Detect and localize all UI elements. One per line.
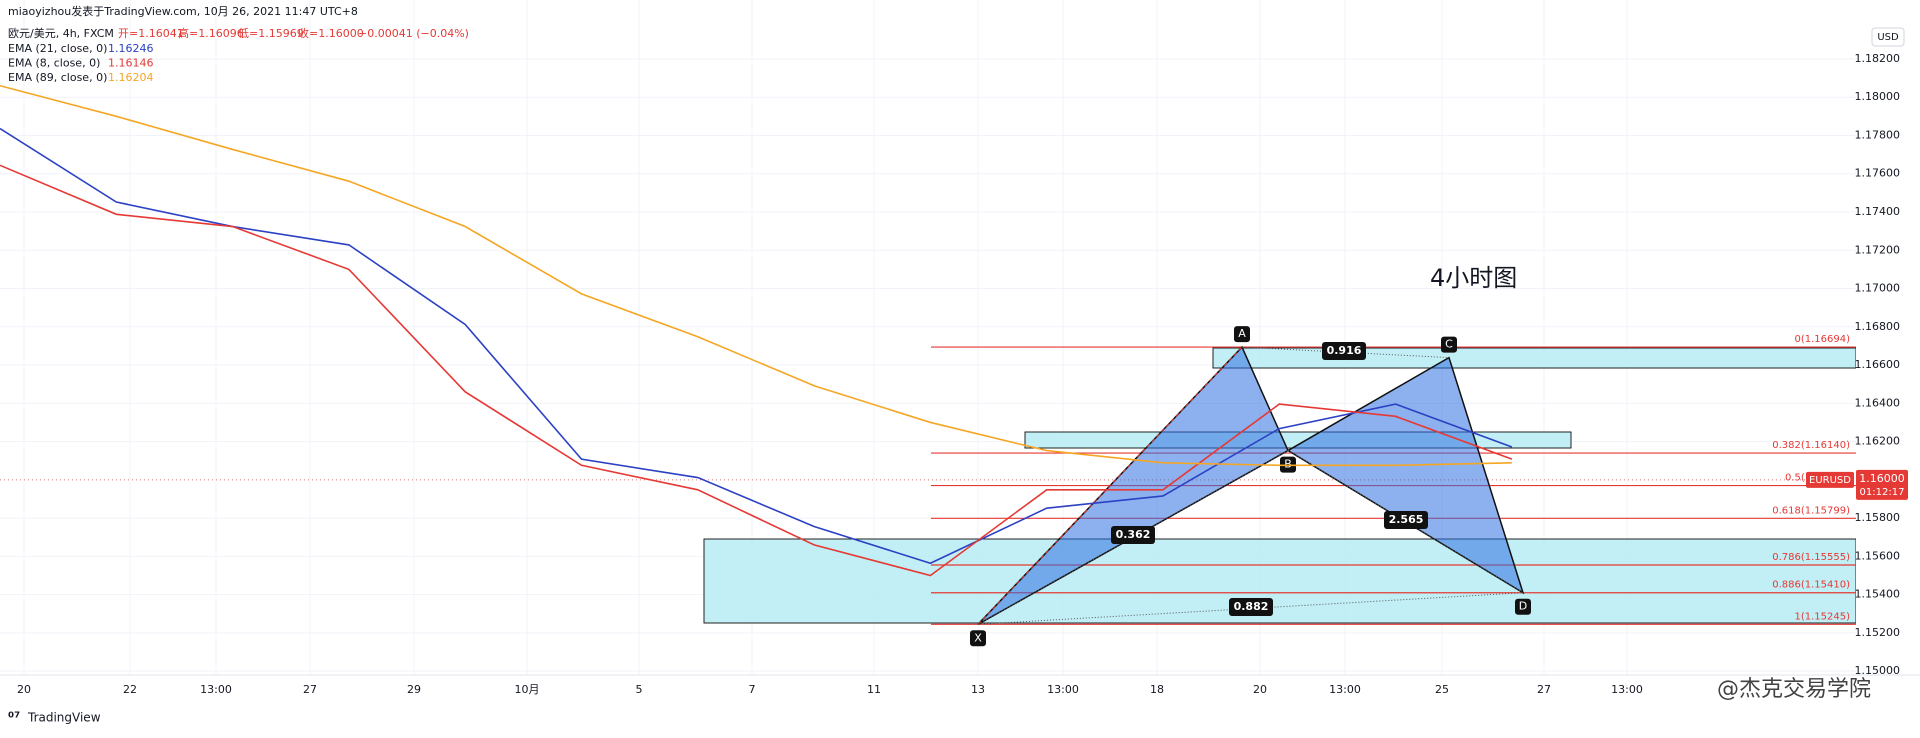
xa-line [977, 346, 1243, 625]
x-tick-label: 13:00 [1329, 683, 1361, 696]
x-tick-label: 29 [407, 683, 421, 696]
logo-text: TradingView [27, 711, 101, 725]
point-label: X [974, 631, 982, 644]
x-tick-label: 22 [123, 683, 137, 696]
fib-label: 0.886(1.15410) [1772, 580, 1850, 591]
legend-name: EMA (8, close, 0) [8, 57, 100, 70]
legend-name: EMA (89, close, 0) [8, 71, 107, 84]
point-label: D [1519, 600, 1527, 613]
y-tick-label: 1.17600 [1855, 167, 1901, 180]
x-tick-label: 10月 [515, 683, 540, 696]
ratio-label: 0.882 [1234, 600, 1269, 613]
axis-unit: USD [1877, 32, 1899, 43]
y-tick-label: 1.17200 [1855, 243, 1901, 256]
x-tick-label: 25 [1435, 683, 1449, 696]
legend-value: 1.16246 [108, 42, 154, 55]
symbol: 欧元/美元, 4h, FXCM [8, 27, 114, 40]
ratio-box [1111, 526, 1155, 544]
y-tick-label: 1.18200 [1855, 52, 1901, 65]
ohlc-value: −0.00041 (−0.04%) [358, 27, 469, 40]
y-tick-label: 1.15800 [1855, 511, 1901, 524]
y-tick-label: 1.18000 [1855, 90, 1901, 103]
x-tick-label: 13:00 [200, 683, 232, 696]
zone-box [703, 538, 1857, 624]
x-tick-label: 11 [867, 683, 881, 696]
ratio-box [1229, 598, 1273, 616]
symbol-badge [1806, 471, 1854, 488]
ratio-box [1322, 342, 1366, 360]
y-tick-label: 1.15600 [1855, 549, 1901, 562]
countdown: 01:12:17 [1860, 487, 1905, 498]
ohlc-value: 收=1.16000 [298, 26, 364, 40]
ratio-box [1384, 511, 1428, 529]
x-tick-label: 13:00 [1611, 683, 1643, 696]
ratio-line [1287, 450, 1524, 594]
y-tick-label: 1.16400 [1855, 396, 1901, 409]
y-tick-label: 1.16600 [1855, 358, 1901, 371]
x-tick-label: 20 [1253, 683, 1267, 696]
price-axis [1856, 0, 1920, 675]
y-tick-label: 1.15200 [1855, 626, 1901, 639]
point-label: B [1284, 458, 1292, 471]
x-tick-label: 7 [749, 683, 756, 696]
legend-value: 1.16146 [108, 57, 154, 70]
x-tick-label: 27 [1537, 683, 1551, 696]
x-tick-label: 18 [1150, 683, 1164, 696]
ohlc-value: 开=1.16041 [118, 27, 184, 40]
x-tick-label: 13 [971, 683, 985, 696]
fib-label: 0(1.16694) [1794, 334, 1850, 345]
ema-line [0, 127, 1513, 565]
point-box [970, 630, 986, 647]
publisher: miaoyizhou发表于TradingView.com, 10月 26, 20… [8, 4, 358, 18]
fib-label: 0.786(1.15555) [1772, 552, 1850, 563]
y-tick-label: 1.17400 [1855, 205, 1901, 218]
legend-value: 1.16204 [108, 71, 154, 84]
ohlc-value: 低=1.15969 [238, 27, 304, 40]
price-label: 1.16000 [1859, 472, 1905, 485]
fib-label: 1(1.15245) [1794, 611, 1850, 622]
ratio-label: 0.362 [1116, 528, 1151, 541]
watermark: @杰克交易学院 [1717, 677, 1871, 702]
point-box [1441, 336, 1457, 353]
x-tick-label: 5 [636, 683, 643, 696]
point-label: C [1445, 338, 1453, 351]
fib-label: 0.618(1.15799) [1772, 505, 1850, 516]
x-tick-label: 27 [303, 683, 317, 696]
y-tick-label: 1.16200 [1855, 435, 1901, 448]
ratio-label: 0.916 [1327, 344, 1362, 357]
point-label: A [1238, 327, 1246, 340]
x-tick-label: 20 [17, 683, 31, 696]
symbol-label: EURUSD [1809, 475, 1851, 486]
point-box [1515, 598, 1531, 615]
ratio-label: 2.565 [1389, 513, 1424, 526]
legend-name: EMA (21, close, 0) [8, 42, 107, 55]
ema-line [0, 84, 1512, 467]
fib-label: 0.382(1.16140) [1772, 440, 1850, 451]
point-box [1234, 326, 1250, 343]
y-tick-label: 1.16800 [1855, 320, 1901, 333]
unit-box [1871, 27, 1905, 47]
ratio-line [977, 592, 1524, 625]
y-tick-label: 1.15000 [1855, 664, 1901, 677]
ohlc-value: 高=1.16096 [178, 26, 244, 40]
zone-box [1212, 347, 1857, 369]
y-tick-label: 1.17000 [1855, 282, 1901, 295]
y-tick-label: 1.17800 [1855, 128, 1901, 141]
logo: ⁰⁷ TradingView [8, 710, 101, 726]
y-tick-label: 1.15400 [1855, 588, 1901, 601]
x-tick-label: 13:00 [1047, 683, 1079, 696]
annotation: 4小时图 [1430, 264, 1517, 292]
ema-line [0, 164, 1513, 577]
logo-mark: ⁰⁷ [8, 710, 20, 726]
price-badge [1856, 469, 1908, 500]
